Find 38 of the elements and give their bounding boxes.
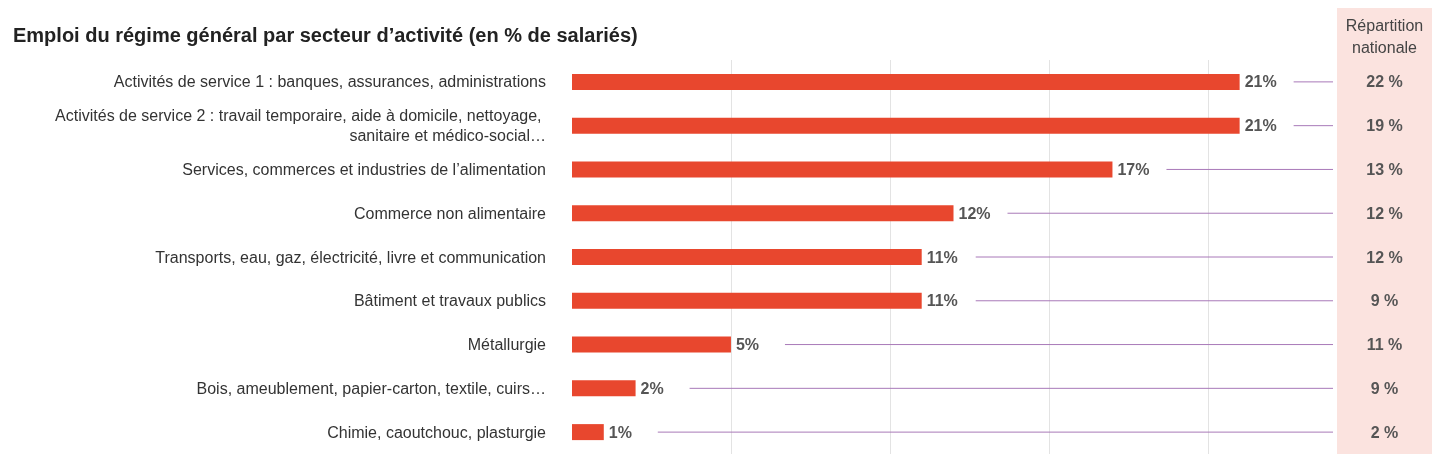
bar (572, 161, 1113, 178)
bar (572, 73, 1240, 90)
y-tick-label: Commerce non alimentaire (353, 204, 547, 222)
y-tick-label: Bois, ameublement, papier-carton, textile, cuirs… (196, 379, 546, 397)
data-label: 21% (1244, 73, 1277, 91)
y-tick-label: Métallurgie (467, 336, 547, 354)
data-label: 1% (608, 423, 632, 441)
y-tick-label: Activités de service 2 : travail temporaire, aide à domicile, nettoyage, sanitaire et médico-social… (55, 107, 546, 145)
text: 2 % (1370, 423, 1399, 441)
y-tick-label: Chimie, caoutchouc, plasturgie (327, 423, 547, 441)
data-label: 17% (1117, 160, 1150, 178)
data-label: 11% (926, 248, 958, 266)
text: 19 % (1366, 117, 1403, 135)
data-label: 5% (735, 336, 760, 354)
bar (572, 336, 731, 353)
data-label: 12% (958, 204, 991, 222)
text: 13 % (1366, 160, 1403, 178)
data-label: 21% (1244, 117, 1277, 135)
bar (572, 249, 922, 265)
text: 9 % (1370, 292, 1399, 310)
data-label: 2% (640, 379, 664, 397)
text: Emploi du régime général par secteur d’activité (en % de salariés) (13, 24, 638, 46)
text: 9 % (1370, 379, 1399, 397)
text: 12 % (1366, 204, 1403, 222)
text: 22 % (1366, 73, 1403, 91)
data-label: 11% (926, 292, 958, 310)
y-tick-label: Services, commerces et industries de l’alimentation (182, 160, 546, 178)
bar (572, 424, 604, 441)
bar (572, 117, 1240, 134)
bar (572, 205, 954, 222)
y-tick-label: Transports, eau, gaz, électricité, livre et communication (155, 248, 546, 266)
y-tick-label: Activités de service 1 : banques, assurances, administrations (113, 73, 546, 91)
bar (572, 380, 636, 397)
bar (572, 292, 922, 309)
y-tick-label: Bâtiment et travaux publics (353, 292, 546, 310)
text: Répartition nationale (1345, 16, 1424, 56)
text: 11 % (1366, 336, 1403, 354)
text: 12 % (1366, 248, 1403, 266)
